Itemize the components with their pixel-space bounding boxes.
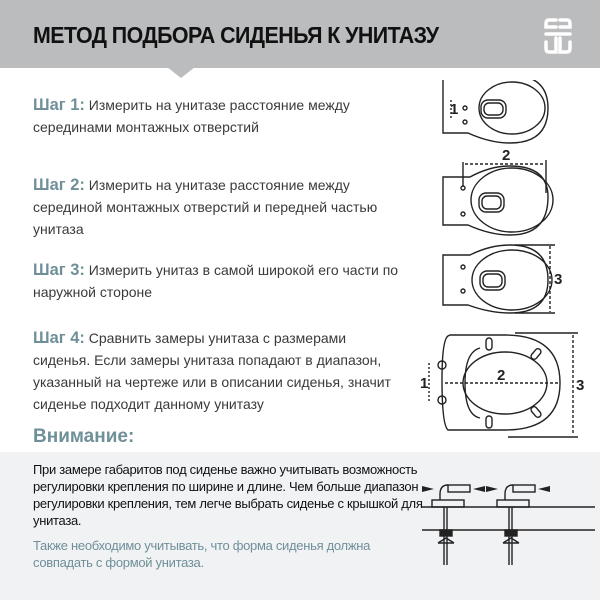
step-text: Сравнить замеры унитаза с размерами сиде…: [33, 330, 391, 412]
step-label: Шаг 4:: [33, 329, 85, 347]
header: [0, 0, 600, 68]
toilet-diagram-1: [442, 80, 549, 144]
toilet-diagram-3: [442, 244, 555, 314]
seat-dim-label-1: 1: [420, 375, 428, 392]
step-label: Шаг 2:: [33, 176, 85, 194]
step-text: Измерить унитаз в самой широкой его част…: [33, 262, 399, 300]
dim-label-2: 2: [502, 147, 510, 164]
brand-logo-icon: [544, 18, 572, 54]
hinge-right: [496, 484, 536, 565]
seat-dim-label-2: 2: [497, 367, 505, 384]
step-3: Шаг 3: Измерить унитаз в самой широкой е…: [33, 259, 403, 303]
page-title: МЕТОД ПОДБОРА СИДЕНЬЯ К УНИТАЗУ: [33, 22, 439, 48]
toilet-diagrams: 1 2 3 1 2 3: [420, 80, 584, 438]
hinge-adjustment-diagram: [422, 484, 595, 565]
seat-dim-label-3: 3: [576, 377, 584, 394]
step-text: Измерить на унитазе расстояние между сер…: [33, 177, 378, 237]
arrow-icons: [422, 486, 550, 492]
step-1: Шаг 1: Измерить на унитазе расстояние ме…: [33, 94, 403, 138]
seat-diagram: [428, 332, 578, 438]
attention-title: Внимание:: [33, 426, 135, 447]
header-notch: [167, 67, 195, 78]
toilet-diagram-2: [442, 160, 554, 236]
step-2: Шаг 2: Измерить на унитазе расстояние ме…: [33, 174, 403, 240]
hinge-left: [431, 484, 471, 565]
step-label: Шаг 1:: [33, 96, 85, 114]
dim-label-1: 1: [450, 101, 458, 118]
step-4: Шаг 4: Сравнить замеры унитаза с размера…: [33, 327, 403, 415]
attention-note: Также необходимо учитывать, что форма си…: [33, 538, 371, 570]
dim-label-3: 3: [554, 271, 562, 288]
step-label: Шаг 3:: [33, 261, 85, 279]
step-text: Измерить на унитазе расстояние между сер…: [33, 97, 350, 135]
attention-box: [0, 452, 600, 600]
attention-text: При замере габаритов под сиденье важно у…: [33, 462, 423, 528]
